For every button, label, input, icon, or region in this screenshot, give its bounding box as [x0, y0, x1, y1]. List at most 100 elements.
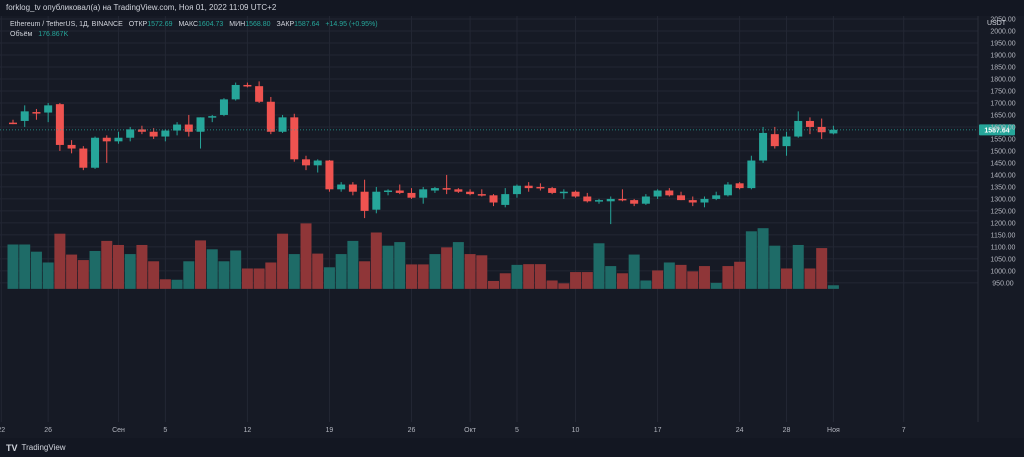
y-tick-label: 1250.00	[990, 208, 1015, 215]
candle-body	[606, 198, 615, 202]
candle-body	[384, 190, 393, 193]
candle-body	[524, 185, 533, 189]
candle-body	[325, 160, 334, 190]
y-tick-label: 1800.00	[990, 76, 1015, 83]
candle-body	[442, 188, 451, 190]
candle-body	[231, 84, 240, 100]
y-tick-label: 1350.00	[990, 184, 1015, 191]
time-axis: 22 26 Сен 5 12 19 26 Окт 5 10 17 24 28 Ноя 7	[0, 427, 906, 434]
x-tick-label: 5	[163, 427, 167, 434]
volume-bar	[593, 243, 605, 289]
candle-body	[290, 117, 299, 160]
candle-body	[454, 189, 463, 192]
candle-body	[348, 184, 357, 192]
candle-body	[747, 160, 756, 189]
last-price-badge	[979, 124, 1015, 136]
x-tick-label: 26	[44, 427, 52, 434]
volume-bar	[312, 253, 324, 289]
candle-body	[548, 188, 557, 193]
volume-bar	[382, 245, 394, 289]
candle-body	[208, 116, 217, 118]
volume-bar	[124, 254, 136, 289]
volume-bar	[101, 240, 113, 289]
volume-bar	[605, 266, 617, 289]
low-label: МИН	[229, 21, 246, 28]
volume-bar	[698, 266, 710, 289]
candle-body	[805, 120, 814, 127]
candle-body	[219, 99, 228, 115]
tradingview-brand[interactable]: TradingView	[21, 443, 66, 452]
volume-bar	[335, 254, 347, 289]
volume-bar	[675, 264, 687, 289]
price-chart[interactable]: 1587.64 950.00 1000.00 1050.00 1100.00 1150.…	[0, 16, 1024, 438]
volume-bar	[687, 271, 699, 289]
y-tick-label: 1100.00	[991, 244, 1016, 251]
volume-bar	[323, 267, 335, 289]
y-tick-label: 1500.00	[990, 148, 1015, 155]
x-tick-label: Ноя	[827, 427, 840, 434]
candle-body	[419, 189, 428, 198]
y-tick-label: 1950.00	[990, 40, 1015, 47]
volume-bar	[405, 264, 417, 289]
volume-bar	[112, 244, 124, 289]
candle-body	[243, 84, 252, 87]
x-tick-label: 19	[326, 427, 334, 434]
candle-body	[665, 190, 674, 196]
volume-value: 176.867K	[38, 31, 69, 38]
tradingview-logo-icon[interactable]: TV	[6, 442, 18, 453]
candle-body	[32, 112, 41, 114]
volume-label[interactable]: Объём	[10, 31, 33, 38]
candle-body	[126, 129, 135, 138]
symbol-title[interactable]: Ethereum / TetherUS, 1Д, BINANCE	[10, 21, 123, 28]
candle-body	[114, 137, 123, 142]
volume-bar	[476, 255, 488, 289]
x-tick-label: 5	[515, 427, 519, 434]
candle-body	[723, 184, 732, 196]
candle-body	[149, 131, 158, 137]
legend-ohlc-row: Ethereum / TetherUS, 1Д, BINANCE ОТКР157…	[10, 20, 378, 30]
y-tick-label: 1050.00	[990, 256, 1015, 263]
price-axis: 950.00 1000.00 1050.00 1100.00 1150.00 1200.0…	[977, 16, 1016, 422]
volume-bar	[570, 272, 582, 289]
volume-bars	[7, 223, 839, 289]
volume-bar	[804, 268, 816, 289]
volume-bar	[277, 233, 289, 289]
candle-body	[407, 192, 416, 198]
candle-body	[559, 191, 568, 194]
y-tick-label: 1200.00	[990, 220, 1015, 227]
y-tick-label: 1550.00	[990, 136, 1015, 143]
volume-bar	[616, 273, 628, 289]
candle-body	[79, 148, 88, 168]
y-tick-label: 1850.00	[990, 64, 1015, 71]
y-tick-label: 1600.00	[990, 124, 1015, 131]
volume-bar	[7, 244, 19, 289]
candle-body	[583, 196, 592, 202]
x-tick-label: Окт	[464, 427, 477, 434]
high-label: МАКС	[178, 21, 199, 28]
volume-bar	[734, 261, 746, 289]
volume-bar	[640, 280, 652, 289]
volume-bar	[195, 240, 207, 289]
candle-body	[372, 191, 381, 210]
grid-lines	[0, 16, 978, 422]
candle-body	[770, 134, 779, 147]
candle-body	[571, 191, 580, 197]
candle-body	[91, 137, 100, 168]
volume-bar	[511, 264, 523, 289]
candle-body	[161, 130, 170, 137]
volume-bar	[370, 232, 382, 289]
candle-body	[337, 184, 346, 190]
candle-body	[313, 160, 322, 166]
volume-bar	[757, 228, 769, 289]
x-tick-label: 28	[783, 427, 791, 434]
volume-bar	[488, 280, 500, 289]
y-tick-label: 2050.00	[990, 17, 1015, 24]
close-label: ЗАКР	[276, 21, 295, 28]
y-tick-label: 1450.00	[990, 160, 1015, 167]
x-tick-label: 26	[408, 427, 416, 434]
volume-bar	[359, 261, 371, 289]
volume-bar	[265, 262, 277, 289]
volume-bar	[19, 244, 31, 289]
candle-body	[630, 200, 639, 204]
volume-bar	[792, 244, 804, 289]
